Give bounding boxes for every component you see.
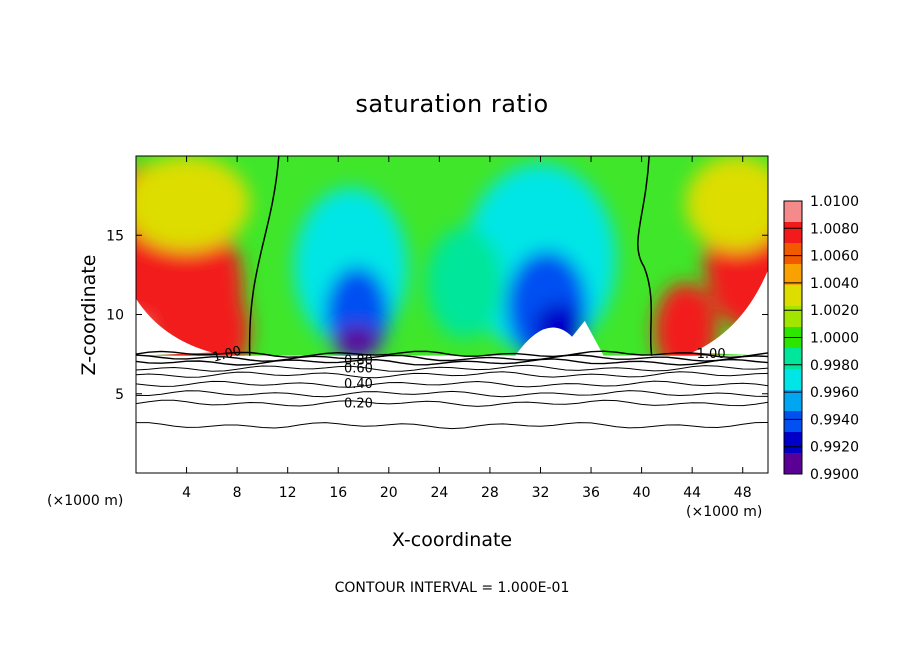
- colorbar-band-8: [784, 369, 802, 391]
- contour-line-3: [135, 364, 769, 372]
- colorbar-label-10: 0.9900: [810, 467, 859, 483]
- saturation-line-left: [248, 156, 280, 356]
- contour-line-6: [135, 390, 769, 398]
- x-axis-unit-right: (×1000 m): [686, 504, 762, 520]
- contour-interval-note: CONTOUR INTERVAL = 1.000E-01: [335, 580, 570, 596]
- colorbar-label-0: 1.0100: [810, 194, 859, 210]
- x-tick-label-10: 44: [683, 485, 701, 501]
- contour-line-7: [135, 399, 769, 407]
- y-tick-label-0: 5: [115, 387, 124, 403]
- colorbar-label-1: 1.0080: [810, 221, 859, 237]
- contour-line-8: [136, 422, 769, 430]
- contour-line-1: [135, 354, 769, 362]
- contour-label-4: 0.40: [344, 377, 373, 392]
- x-tick-label-0: 4: [182, 485, 191, 501]
- clear-region-center: [515, 320, 604, 356]
- contour-label-1: 1.00: [697, 347, 726, 362]
- colorbar-label-6: 0.9980: [810, 358, 859, 374]
- colorbar-band-11: [784, 432, 802, 454]
- x-axis-unit-left: (×1000 m): [47, 493, 123, 509]
- x-tick-label-8: 36: [582, 485, 600, 501]
- colorbar: 1.0100 1.0080 1.0060 1.0040 1.0020 1.0000 0.99…: [783, 194, 859, 483]
- field-blob-14: [426, 227, 503, 339]
- y-axis-label: Z-coordinate: [78, 255, 100, 376]
- colorbar-label-7: 0.9960: [810, 385, 859, 401]
- x-tick-label-1: 8: [233, 485, 242, 501]
- clear-region-left: [136, 298, 212, 356]
- colorbar-band-4: [784, 285, 802, 307]
- field-blob-10: [334, 325, 380, 358]
- colorbar-band-10: [784, 411, 802, 433]
- colorbar-band-0: [784, 201, 802, 223]
- colorbar-band-5: [784, 306, 802, 328]
- saturation-line-right: [637, 156, 653, 356]
- y-tick-label-2: 15: [106, 228, 124, 244]
- colorbar-band-2: [784, 243, 802, 265]
- contour-label-5: 0.20: [344, 396, 373, 411]
- colorbar-label-3: 1.0040: [810, 276, 859, 292]
- x-tick-label-2: 12: [279, 485, 297, 501]
- contour-line-2: [135, 358, 769, 366]
- contour-line-5: [135, 380, 769, 388]
- x-tick-label-9: 40: [633, 485, 651, 501]
- x-tick-label-3: 16: [329, 485, 347, 501]
- colorbar-band-9: [784, 390, 802, 412]
- colorbar-band-7: [784, 348, 802, 370]
- contour-label-2: 0.80: [344, 353, 373, 368]
- colorbar-label-9: 0.9920: [810, 440, 859, 456]
- colorbar-band-1: [784, 222, 802, 244]
- contour-line-0: [135, 350, 769, 359]
- field-blob-4: [136, 156, 250, 252]
- x-axis-ticks: 4 8 12 16 20 24 28 32 36 40 44 48: [182, 156, 752, 501]
- colorbar-label-8: 0.9940: [810, 412, 859, 428]
- x-tick-label-11: 48: [734, 485, 752, 501]
- chart-title: saturation ratio: [355, 90, 548, 118]
- clear-region-right: [692, 270, 768, 356]
- subsaturated-region: [136, 355, 768, 473]
- plot-area: [136, 156, 768, 473]
- colorbar-label-4: 1.0020: [810, 303, 859, 319]
- y-axis-ticks: 5 10 15: [106, 228, 768, 403]
- colorbar-label-5: 1.0000: [810, 331, 859, 347]
- colorbar-label-2: 1.0060: [810, 249, 859, 265]
- x-axis-label: X-coordinate: [392, 529, 512, 551]
- contour-label-3: 0.60: [344, 361, 373, 376]
- field-blob-7: [685, 156, 768, 252]
- x-tick-label-5: 24: [430, 485, 448, 501]
- contour-label-0: 1.00: [211, 344, 243, 366]
- colorbar-band-12: [784, 453, 802, 475]
- x-tick-label-7: 32: [532, 485, 550, 501]
- x-tick-label-4: 20: [380, 485, 398, 501]
- colorbar-band-3: [784, 264, 802, 286]
- y-tick-label-1: 10: [106, 308, 124, 324]
- contour-lines: 1.00 1.00 0.800.600.40 0.20: [135, 344, 769, 430]
- contour-line-4: [135, 371, 769, 379]
- x-tick-label-6: 28: [481, 485, 499, 501]
